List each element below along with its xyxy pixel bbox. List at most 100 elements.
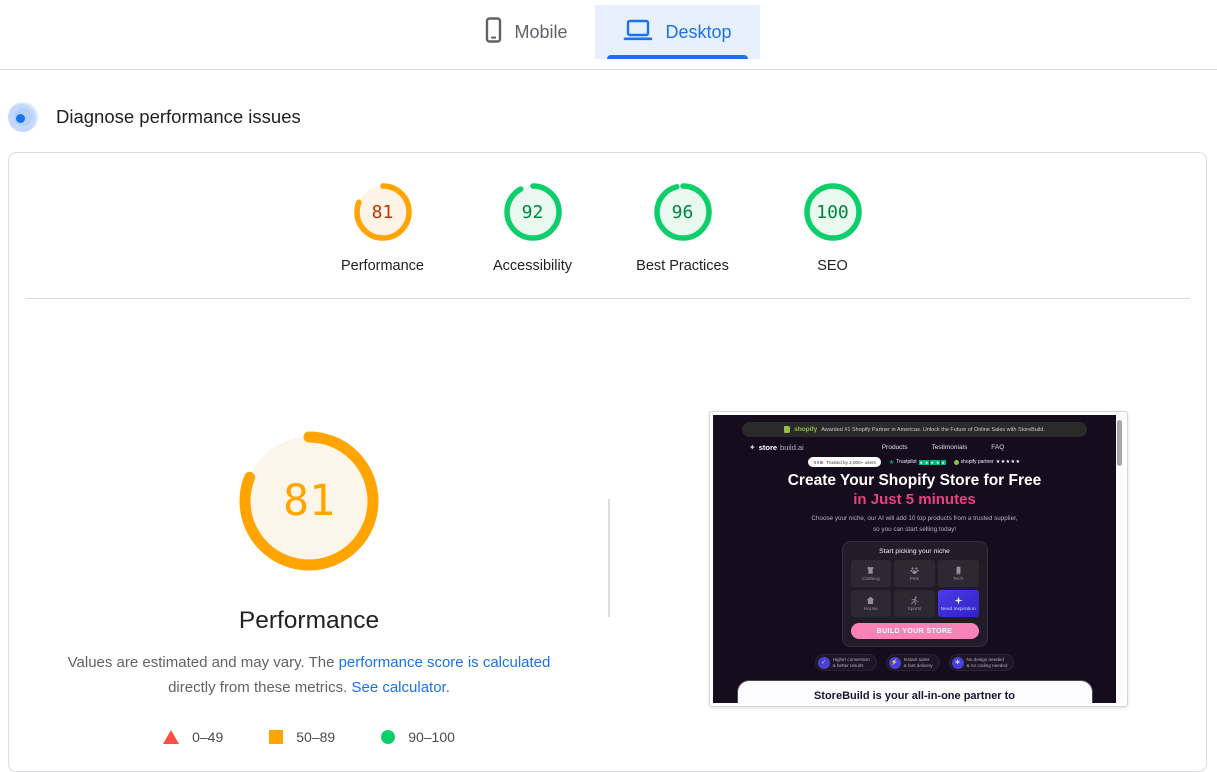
device-tab-bar: Mobile Desktop — [0, 0, 1217, 70]
legend-fail-range: 0–49 — [192, 729, 224, 745]
feature3-line2: & no coding needed — [966, 662, 1008, 668]
shopify-wordmark: shopify — [794, 426, 818, 433]
screenshot-scrollbar — [1116, 415, 1124, 703]
trusted-users-text: Trusted by 2,000+ users — [826, 459, 876, 465]
site-nav: Products Testimonials FAQ — [882, 444, 1004, 451]
nav-testimonials: Testimonials — [931, 444, 968, 451]
trusted-users-badge: Trusted by 2,000+ users — [808, 457, 881, 467]
check-circle-icon: ✓ — [817, 656, 830, 669]
feature1-line2: & better results — [832, 662, 864, 668]
trust-badges-row: Trusted by 2,000+ users ★ Trustpilot ★ ★ ★… — [713, 457, 1116, 467]
see-calculator-link[interactable]: See calculator. — [351, 679, 450, 696]
feature-pills-row: ✓ Higher conversion & better results ⚡ In… — [713, 654, 1116, 671]
smartphone-icon — [485, 16, 502, 48]
scrollbar-thumb — [1117, 420, 1122, 466]
tile-sports: Sports — [894, 590, 935, 617]
build-your-store-button: BUILD YOUR STORE — [850, 623, 979, 639]
tab-desktop[interactable]: Desktop — [595, 5, 760, 59]
tile-need-inspiration: Need Inspiration — [937, 590, 979, 617]
final-screenshot-thumbnail: shopify Awarded #1 Shopify Partner in Am… — [709, 411, 1128, 707]
banner-text: Awarded #1 Shopify Partner in Americas. … — [821, 426, 1045, 433]
logo-light: build.ai — [780, 443, 804, 452]
best-practices-gauge-ring: 96 — [652, 181, 714, 243]
trustpilot-badge: ★ Trustpilot ★ ★ ★ ★ ★ — [889, 459, 946, 466]
logo-bold: store — [758, 443, 778, 452]
score-legend: 0–49 50–89 90–100 — [9, 729, 609, 745]
tile-clothing: Clothing — [850, 560, 892, 587]
legend-item-average: 50–89 — [269, 729, 335, 745]
site-subtext: Choose your niche, our AI will add 10 to… — [713, 513, 1116, 535]
best-practices-gauge-label: Best Practices — [636, 258, 729, 274]
partner-stars: ★★★★★ — [995, 459, 1021, 465]
gauge-accessibility[interactable]: 92 Accessibility — [458, 181, 608, 274]
site-headline-accent: in Just 5 minutes — [853, 491, 976, 508]
tile-pets-label: Pets — [909, 576, 920, 582]
active-tab-indicator — [607, 55, 748, 59]
tile-tech: Tech — [937, 560, 979, 587]
radar-blue-icon — [8, 102, 38, 132]
radar-icon-dot — [16, 114, 25, 123]
legend-item-pass: 90–100 — [381, 729, 455, 745]
site-top-banner: shopify Awarded #1 Shopify Partner in Am… — [742, 422, 1087, 437]
paw-icon — [910, 566, 919, 575]
tile-need-inspiration-label: Need Inspiration — [940, 606, 976, 612]
niche-tile-grid: Clothing Pets Tech House — [850, 560, 979, 617]
performance-summary-column: 81 Performance Values are estimated and … — [9, 425, 609, 745]
performance-section-title: Performance — [238, 607, 380, 634]
section-divider — [25, 298, 1190, 299]
diagnose-title: Diagnose performance issues — [56, 106, 301, 127]
legend-item-fail: 0–49 — [163, 729, 223, 745]
trustpilot-star-icon: ★ — [888, 459, 895, 466]
feature-conversion: ✓ Higher conversion & better results — [814, 654, 877, 671]
phone-icon — [954, 566, 963, 575]
accessibility-gauge-ring: 92 — [502, 181, 564, 243]
tile-tech-label: Tech — [953, 576, 964, 582]
tab-mobile[interactable]: Mobile — [457, 5, 595, 59]
tile-clothing-label: Clothing — [862, 576, 880, 582]
runner-icon — [910, 596, 919, 605]
shirt-icon — [866, 566, 875, 575]
nav-products: Products — [881, 444, 908, 451]
gauge-seo[interactable]: 100 SEO — [758, 181, 908, 274]
vertical-divider — [608, 499, 610, 617]
feature2-line2: & fast delivery — [903, 662, 933, 668]
site-headline: Create Your Shopify Store for Free — [787, 472, 1042, 489]
shopify-partner-label: shopify partner — [960, 459, 994, 465]
performance-score-value: 81 — [371, 201, 394, 223]
report-card: 81 Performance 92 Accessibility 96 Best … — [8, 152, 1207, 772]
shopify-bag-icon — [784, 426, 791, 433]
seo-score-value: 100 — [816, 201, 849, 223]
trustpilot-label: Trustpilot — [896, 459, 917, 465]
tile-sports-label: Sports — [907, 606, 922, 612]
best-practices-score-value: 96 — [671, 201, 694, 223]
legend-average-range: 50–89 — [296, 729, 336, 745]
site-subtext-line2: so you can start selling today! — [873, 526, 956, 533]
user-avatars — [813, 459, 825, 465]
house-icon — [866, 596, 875, 605]
diagnose-section-header: Diagnose performance issues — [8, 100, 301, 134]
feature1-line1: Higher conversion — [832, 656, 870, 662]
gauge-performance[interactable]: 81 Performance — [308, 181, 458, 274]
average-square-icon — [269, 730, 284, 744]
tile-house-label: House — [863, 606, 878, 612]
shopify-partner-icon — [953, 459, 959, 465]
accessibility-score-value: 92 — [521, 201, 544, 223]
performance-gauge-label: Performance — [340, 258, 424, 274]
fail-triangle-icon — [163, 730, 180, 744]
accessibility-gauge-label: Accessibility — [493, 258, 572, 274]
site-header: ✦ store build.ai Products Testimonials FA… — [713, 443, 1116, 452]
feature3-line1: No design needed — [966, 656, 1004, 662]
gauge-best-practices[interactable]: 96 Best Practices — [608, 181, 758, 274]
pass-circle-icon — [381, 730, 396, 744]
screenshot-content: shopify Awarded #1 Shopify Partner in Am… — [713, 415, 1116, 703]
tile-pets: Pets — [894, 560, 935, 587]
legend-pass-range: 90–100 — [408, 729, 455, 745]
performance-calculation-link[interactable]: performance score is calculated — [338, 654, 551, 671]
storebuild-logo-icon: ✦ — [749, 443, 756, 452]
storebuild-logo: ✦ store build.ai — [749, 443, 804, 452]
site-footer-heading: StoreBuild is your all-in-one partner to — [813, 690, 1016, 702]
shopify-partner-badge: shopify partner ★★★★★ — [953, 459, 1021, 465]
tab-mobile-label: Mobile — [514, 21, 568, 42]
feature2-line1: Instant sales — [903, 656, 930, 662]
site-subtext-line1: Choose your niche, our AI will add 10 to… — [811, 515, 1018, 522]
